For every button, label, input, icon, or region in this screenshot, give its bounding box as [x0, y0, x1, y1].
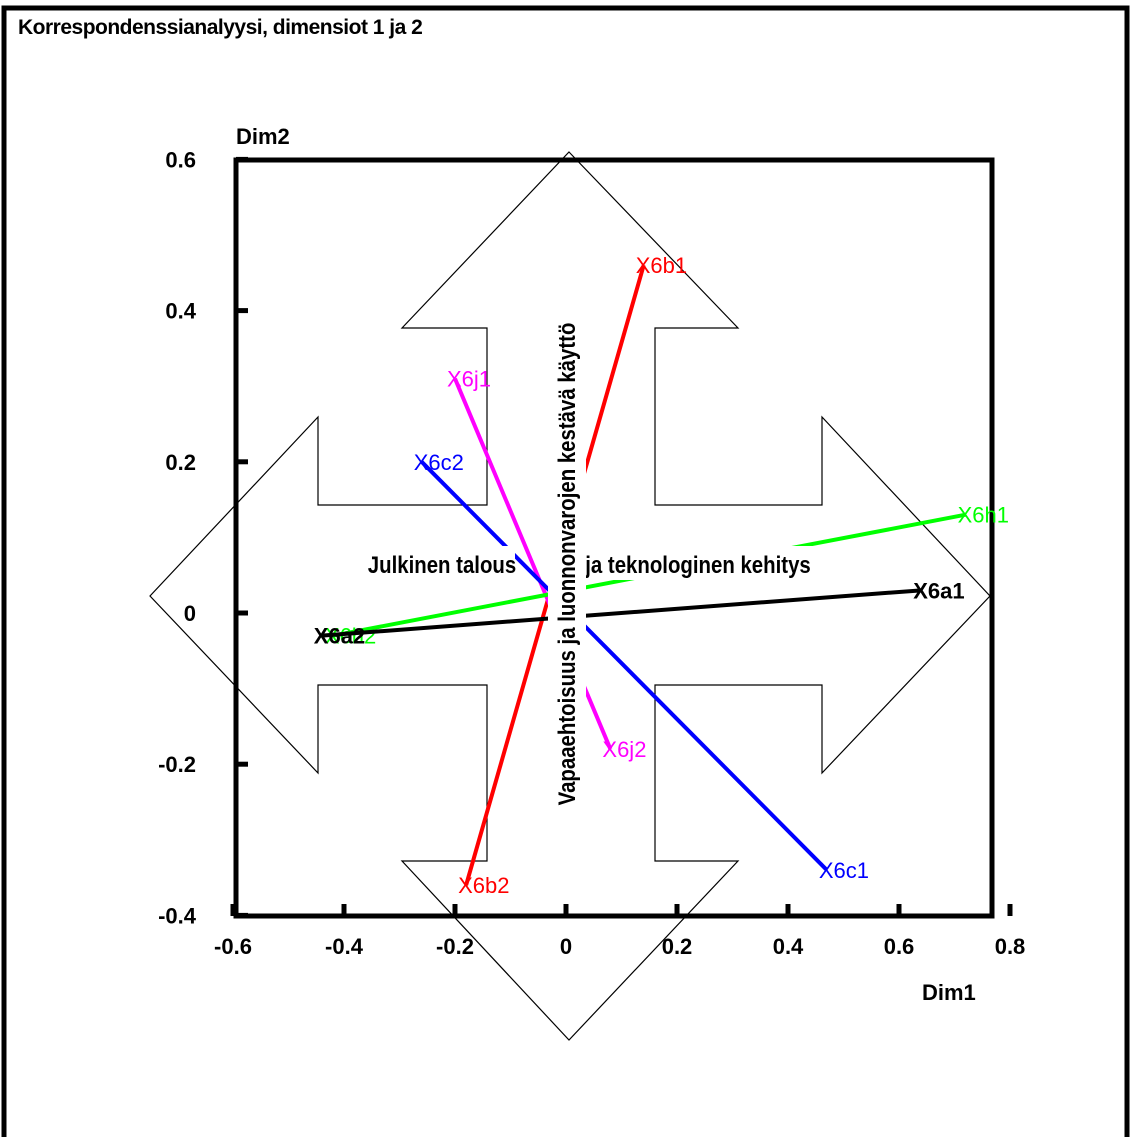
- x-axis-label: Dim1: [922, 980, 976, 1005]
- y-axis-label: Dim2: [236, 124, 290, 149]
- annotation-bg-left: [370, 546, 515, 580]
- series-line-4: [321, 588, 922, 638]
- y-tick-label: 0.2: [165, 450, 196, 475]
- point-label-x6a1: X6a1: [913, 578, 964, 603]
- annotation-right: ja teknologinen kehitys: [584, 551, 810, 578]
- x-tick-label: 0.8: [995, 934, 1026, 959]
- point-label-x6a2: X6a2: [314, 624, 365, 649]
- plot-frame: [233, 157, 995, 919]
- x-tick-label: -0.2: [436, 934, 474, 959]
- annotation-bg-right: [590, 546, 820, 580]
- y-tick-label: 0.6: [165, 147, 196, 172]
- point-label-x6j2: X6j2: [602, 737, 646, 762]
- point-label-x6c2: X6c2: [414, 450, 464, 475]
- y-tick-label: -0.4: [158, 903, 197, 928]
- x-tick-label: 0.4: [773, 934, 804, 959]
- point-label-x6c1: X6c1: [819, 858, 869, 883]
- point-label-x6b1: X6b1: [636, 253, 687, 278]
- y-tick-label: -0.2: [158, 752, 196, 777]
- y-tick-label: 0: [184, 601, 196, 626]
- point-label-x6b2: X6b2: [458, 873, 509, 898]
- series-line-2: [420, 460, 829, 872]
- x-tick-label: 0: [560, 934, 572, 959]
- chart-title: Korrespondenssianalyysi, dimensiot 1 ja …: [18, 16, 423, 39]
- point-label-x6j1: X6j1: [447, 367, 491, 392]
- annotation-bg-vertical: [548, 280, 586, 848]
- point-label-x6h1: X6h1: [958, 503, 1009, 528]
- y-tick-label: 0.4: [165, 299, 196, 324]
- annotation-left: Julkinen talous: [368, 551, 516, 578]
- x-tick-label: 0.2: [662, 934, 693, 959]
- x-tick-label: -0.6: [214, 934, 252, 959]
- x-tick-label: 0.6: [884, 934, 915, 959]
- window-border: [1, 5, 1130, 1137]
- x-tick-label: -0.4: [325, 934, 364, 959]
- annotation-vertical: Vapaaehtoisuus ja luonnonvarojen kestävä…: [553, 323, 580, 806]
